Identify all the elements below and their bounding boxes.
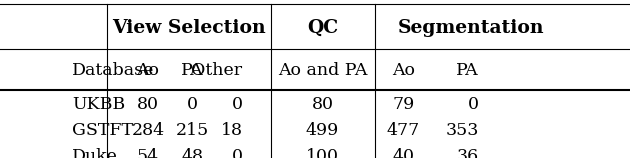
- Text: Segmentation: Segmentation: [398, 19, 544, 37]
- Text: GSTFT: GSTFT: [72, 122, 134, 139]
- Text: 0: 0: [468, 96, 479, 113]
- Text: PA: PA: [456, 62, 479, 79]
- Text: Duke: Duke: [72, 148, 118, 158]
- Text: UKBB: UKBB: [72, 96, 125, 113]
- Text: 0: 0: [232, 148, 243, 158]
- Text: 353: 353: [445, 122, 479, 139]
- Text: 79: 79: [392, 96, 415, 113]
- Text: 100: 100: [306, 148, 339, 158]
- Text: 54: 54: [137, 148, 159, 158]
- Text: 477: 477: [387, 122, 420, 139]
- Text: PA: PA: [181, 62, 203, 79]
- Text: 215: 215: [176, 122, 209, 139]
- Text: 284: 284: [132, 122, 164, 139]
- Text: View Selection: View Selection: [112, 19, 266, 37]
- Text: 0: 0: [232, 96, 243, 113]
- Text: 36: 36: [457, 148, 479, 158]
- Text: Ao and PA: Ao and PA: [278, 62, 367, 79]
- Text: 0: 0: [186, 96, 198, 113]
- Text: Database: Database: [72, 62, 155, 79]
- Text: Ao: Ao: [392, 62, 415, 79]
- Text: 48: 48: [181, 148, 203, 158]
- Text: 40: 40: [392, 148, 414, 158]
- Text: Other: Other: [192, 62, 243, 79]
- Text: QC: QC: [307, 19, 338, 37]
- Text: 18: 18: [220, 122, 243, 139]
- Text: 499: 499: [306, 122, 339, 139]
- Text: 80: 80: [137, 96, 159, 113]
- Text: Ao: Ao: [137, 62, 159, 79]
- Text: 80: 80: [312, 96, 333, 113]
